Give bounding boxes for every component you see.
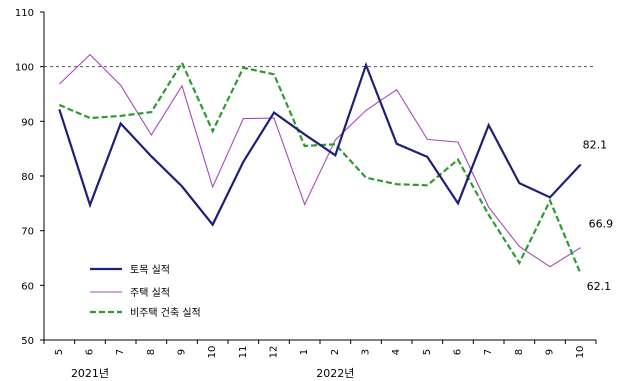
y-tick-label: 80 (21, 172, 34, 183)
data-label-end-2: 62.1 (587, 280, 612, 293)
y-tick-label: 60 (21, 281, 34, 292)
y-tick-label: 90 (21, 117, 34, 128)
x-tick-label: 4 (391, 349, 402, 355)
y-tick-label: 100 (15, 63, 34, 74)
data-label-end-0: 82.1 (583, 139, 608, 152)
x-tick-label: 10 (575, 346, 586, 359)
x-tick-label: 8 (514, 349, 525, 355)
x-tick-label: 5 (54, 349, 65, 355)
x-tick-label: 1 (299, 349, 310, 355)
x-tick-label: 8 (146, 349, 157, 355)
series-lines (58, 53, 582, 275)
x-tick-label: 2 (330, 349, 341, 355)
x-tick-label: 6 (453, 349, 464, 355)
series-line-2 (58, 60, 582, 275)
x-tick-label: 5 (422, 349, 433, 355)
y-tick-label: 110 (15, 8, 34, 19)
data-labels: 82.1 66.9 62.1 (583, 139, 614, 293)
x-tick-label: 10 (207, 346, 218, 359)
x-tick-label: 9 (545, 349, 556, 355)
x-tick-label: 9 (177, 349, 188, 355)
series-line-0 (58, 61, 582, 227)
legend-label-1: 주택 실적 (130, 287, 170, 299)
series-line-1 (58, 53, 581, 268)
legend-label-0: 토목 실적 (130, 264, 170, 276)
x-tick-label: 11 (238, 346, 249, 359)
x-tick-label: 3 (361, 349, 372, 355)
x-tick-label: 6 (85, 349, 96, 355)
legend-label-2: 비주택 건축 실적 (130, 307, 201, 319)
data-label-end-1: 66.9 (589, 218, 614, 231)
y-tick-label: 70 (21, 227, 34, 238)
x-tick-label: 7 (483, 349, 494, 355)
x-tick-label: 7 (115, 349, 126, 355)
year-label: 2021년 (71, 367, 109, 380)
x-tick-label: 12 (269, 346, 280, 359)
year-label: 2022년 (316, 367, 354, 380)
y-tick-label: 50 (21, 336, 34, 347)
